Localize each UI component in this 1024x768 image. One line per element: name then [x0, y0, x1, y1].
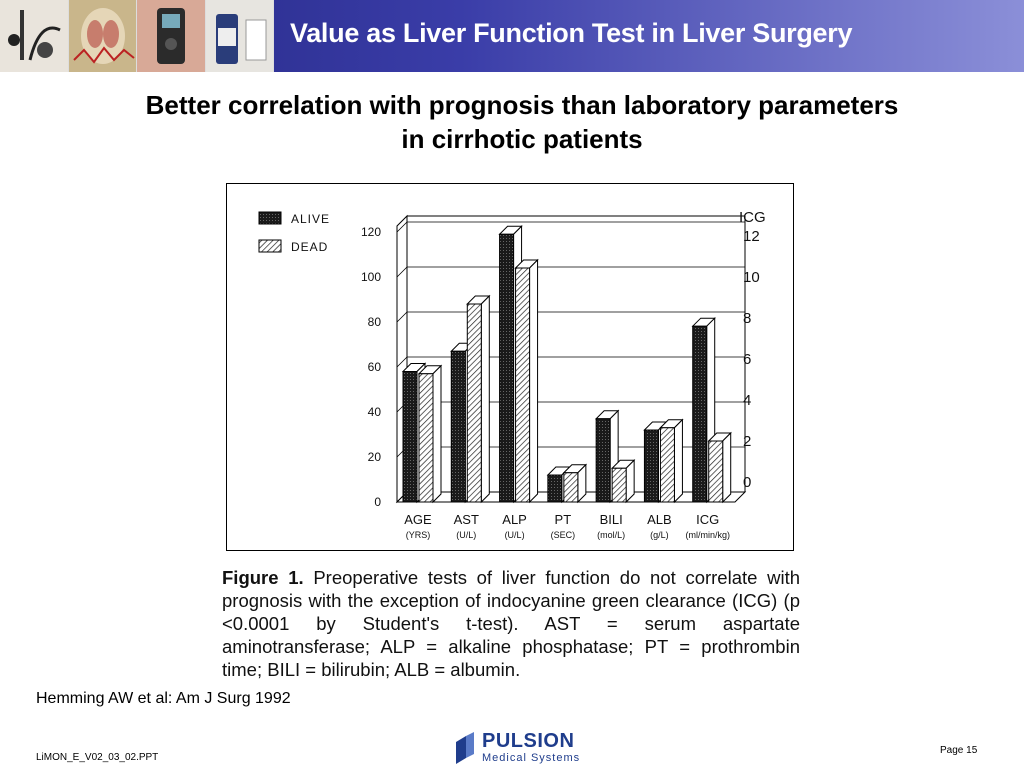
category-label: BILI: [600, 512, 623, 527]
caption-label: Figure 1.: [222, 567, 304, 588]
category-unit-label: (ml/min/kg): [685, 530, 730, 540]
slide-subtitle: Better correlation with prognosis than l…: [0, 88, 1024, 156]
anatomy-illustration-thumbnail: [68, 0, 137, 72]
category-label: PT: [555, 512, 572, 527]
category-unit-label: (g/L): [650, 530, 669, 540]
bar-dead-ast: [466, 294, 491, 504]
category-unit-label: (U/L): [505, 530, 525, 540]
category-unit-label: (SEC): [551, 530, 576, 540]
bar-dead-icg: [707, 431, 732, 504]
monitor-device-photo-thumbnail: [137, 0, 206, 72]
bar-dead-alp: [514, 258, 539, 504]
right-axis-tick-label: 2: [743, 433, 751, 450]
logo-subtitle: Medical Systems: [482, 752, 581, 764]
right-axis-tick-label: 6: [743, 351, 751, 368]
medication-vials-photo-thumbnail: [205, 0, 274, 72]
grid-diagonal: [396, 221, 408, 233]
right-axis-tick-label: 10: [743, 269, 760, 286]
category-label: AST: [454, 512, 479, 527]
pulsion-logo: PULSION Medical Systems: [452, 730, 582, 766]
page-number: Page 15: [940, 745, 978, 756]
pulsion-logo-mark-icon: [456, 732, 474, 764]
right-axis-tick-label: 4: [743, 392, 751, 409]
bar-dead-age: [417, 364, 443, 504]
grid-diagonal: [396, 311, 408, 323]
legend-swatch-dead: [258, 239, 282, 253]
category-unit-label: (YRS): [406, 530, 431, 540]
bar-dead-alb: [659, 418, 684, 504]
legend-label-dead: DEAD: [291, 240, 328, 254]
slide-title: Value as Liver Function Test in Liver Su…: [290, 18, 853, 48]
citation: Hemming AW et al: Am J Surg 1992: [36, 690, 291, 707]
caption-text: Preoperative tests of liver function do …: [222, 567, 800, 680]
subtitle-line-1: Better correlation with prognosis than l…: [145, 90, 899, 120]
left-axis-tick-label: 60: [368, 360, 382, 374]
liver-function-bar-chart: 0 20 40 60 80 100 120 ICG 0 2 4 6 8 10 12 ALIVE DEAD AGE (…: [258, 209, 766, 540]
logo-name: PULSION: [482, 730, 575, 752]
bar-dead-bili: [610, 459, 636, 504]
category-unit-label: (mol/L): [597, 530, 625, 540]
chart-frame: 0 20 40 60 80 100 120 ICG 0 2 4 6 8 10 12 ALIVE DEAD AGE (…: [226, 183, 794, 551]
category-unit-label: (U/L): [456, 530, 476, 540]
category-label: ICG: [696, 512, 719, 527]
category-label: ALP: [502, 512, 527, 527]
right-axis-tick-label: 12: [743, 228, 760, 245]
footer-filename: LiMON_E_V02_03_02.PPT: [36, 752, 159, 763]
right-axis-tick-label: 8: [743, 310, 751, 327]
left-axis-tick-label: 80: [368, 315, 382, 329]
equipment-photo-thumbnail: [0, 0, 69, 72]
figure-caption: Figure 1. Preoperative tests of liver fu…: [222, 566, 800, 681]
subtitle-line-2: in cirrhotic patients: [401, 124, 643, 154]
right-axis-tick-label: 0: [743, 474, 751, 491]
right-axis-title: ICG: [739, 209, 766, 226]
grid-diagonal: [396, 266, 408, 278]
legend-swatch-alive: [258, 211, 282, 225]
category-label: ALB: [647, 512, 672, 527]
header-thumbnails: [0, 0, 274, 72]
left-axis-tick-label: 40: [368, 405, 382, 419]
left-axis-tick-label: 0: [374, 495, 381, 509]
legend-label-alive: ALIVE: [291, 212, 330, 226]
category-label: AGE: [404, 512, 432, 527]
bar-dead-pt: [562, 463, 588, 504]
header-bar: Value as Liver Function Test in Liver Su…: [0, 0, 1024, 72]
left-axis-tick-label: 100: [361, 270, 381, 284]
left-axis-tick-label: 20: [368, 450, 382, 464]
left-axis-tick-label: 120: [361, 225, 381, 239]
grid-diagonal: [396, 356, 408, 368]
